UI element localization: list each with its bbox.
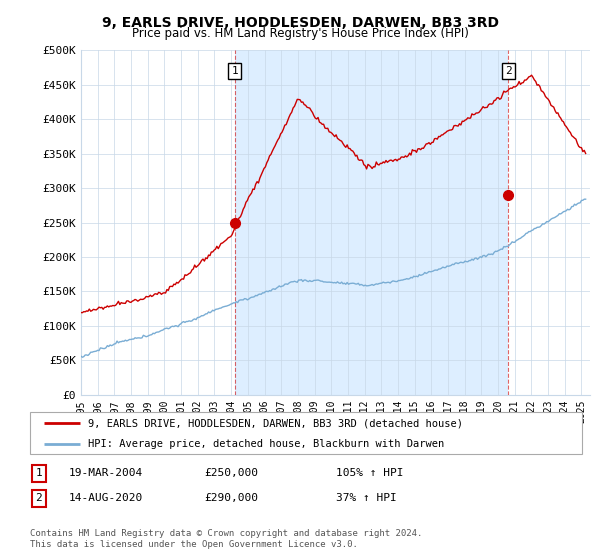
Text: £290,000: £290,000 — [204, 493, 258, 503]
Text: 9, EARLS DRIVE, HODDLESDEN, DARWEN, BB3 3RD (detached house): 9, EARLS DRIVE, HODDLESDEN, DARWEN, BB3 … — [88, 418, 463, 428]
Text: HPI: Average price, detached house, Blackburn with Darwen: HPI: Average price, detached house, Blac… — [88, 440, 444, 449]
Text: Contains HM Land Registry data © Crown copyright and database right 2024.
This d: Contains HM Land Registry data © Crown c… — [30, 529, 422, 549]
Text: 1: 1 — [231, 66, 238, 76]
Text: 2: 2 — [505, 66, 512, 76]
Text: 19-MAR-2004: 19-MAR-2004 — [69, 468, 143, 478]
Text: 37% ↑ HPI: 37% ↑ HPI — [336, 493, 397, 503]
Text: Price paid vs. HM Land Registry's House Price Index (HPI): Price paid vs. HM Land Registry's House … — [131, 27, 469, 40]
FancyBboxPatch shape — [30, 412, 582, 454]
Text: 9, EARLS DRIVE, HODDLESDEN, DARWEN, BB3 3RD: 9, EARLS DRIVE, HODDLESDEN, DARWEN, BB3 … — [101, 16, 499, 30]
Text: 1: 1 — [35, 468, 43, 478]
Text: £250,000: £250,000 — [204, 468, 258, 478]
Text: 2: 2 — [35, 493, 43, 503]
Text: 105% ↑ HPI: 105% ↑ HPI — [336, 468, 404, 478]
Text: 14-AUG-2020: 14-AUG-2020 — [69, 493, 143, 503]
Bar — [235, 50, 508, 395]
